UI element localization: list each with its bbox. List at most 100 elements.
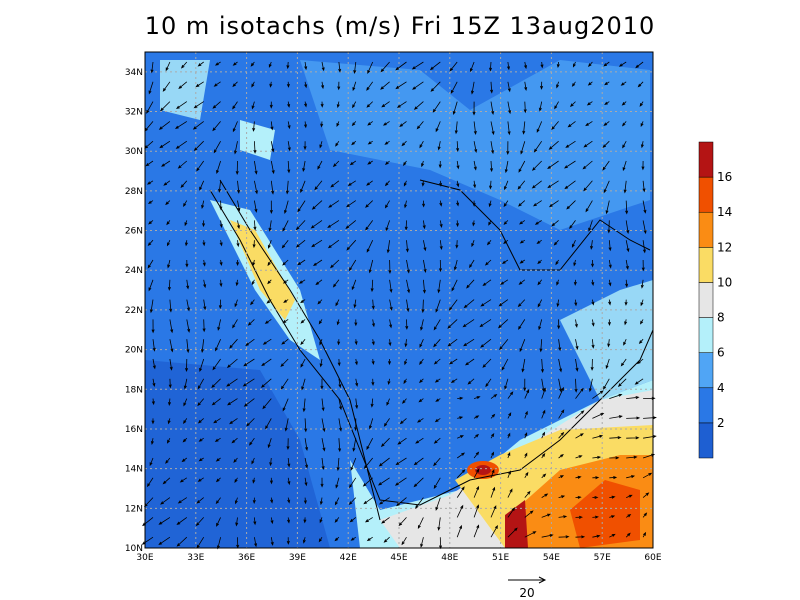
wind-arrow (473, 504, 480, 518)
map-frame (144, 51, 654, 549)
y-tick-label: 20N (125, 346, 143, 356)
wind-arrow (354, 319, 358, 327)
wind-arrow (541, 387, 546, 399)
wind-arrow (524, 61, 528, 70)
wind-arrow (635, 61, 644, 69)
wind-arrow (517, 299, 526, 308)
wind-arrow (269, 81, 273, 88)
wind-arrow (269, 457, 273, 467)
wind-arrow (470, 81, 475, 95)
wind-arrow (226, 378, 238, 387)
wind-arrow (253, 220, 257, 231)
wind-arrow (422, 200, 426, 208)
colorbar-swatch (698, 422, 714, 459)
wind-arrow (381, 517, 390, 524)
wind-arrow (503, 200, 509, 208)
wind-arrow (626, 455, 638, 459)
wind-arrow (334, 536, 340, 542)
wind-arrow (167, 279, 171, 291)
wind-arrow (366, 536, 373, 542)
colorbar-swatch (698, 211, 714, 248)
wind-arrow (641, 160, 645, 171)
wind-arrow (368, 259, 374, 274)
wind-arrow (575, 455, 583, 459)
wind-arrow (193, 140, 204, 152)
wind-arrow (300, 319, 306, 324)
wind-arrow (283, 299, 289, 303)
wind-arrow (608, 259, 612, 269)
wind-arrow (556, 81, 560, 89)
wind-arrow (609, 476, 618, 480)
wind-arrow (419, 358, 424, 365)
wind-arrow (202, 240, 206, 247)
wind-arrow (151, 398, 155, 406)
wind-arrow (507, 81, 511, 93)
wind-arrow (270, 517, 274, 525)
wind-arrow (166, 438, 171, 444)
wind-arrow (558, 475, 565, 479)
wind-arrow (388, 339, 392, 347)
wind-arrow (251, 457, 255, 465)
wind-arrow (469, 61, 475, 73)
wind-arrow (553, 239, 559, 246)
wind-arrow (346, 200, 357, 208)
wind-arrow (366, 180, 373, 186)
wind-arrow (486, 239, 492, 246)
wind-arrow (167, 418, 171, 425)
wind-arrow (504, 180, 509, 191)
wind-arrow (575, 339, 579, 350)
wind-arrow (490, 486, 496, 498)
colorbar-label: 4 (717, 381, 725, 395)
wind-arrow (541, 513, 551, 518)
wind-arrow (167, 398, 172, 406)
wind-arrow (203, 279, 207, 289)
wind-arrow (389, 279, 393, 293)
wind-arrow (287, 160, 291, 174)
wind-arrow (196, 497, 204, 504)
wind-arrow (439, 240, 443, 251)
wind-arrow (406, 259, 410, 274)
wind-arrow (482, 358, 492, 368)
colorbar-label: 2 (717, 416, 725, 430)
wind-arrow (202, 259, 206, 267)
wind-arrow (165, 200, 171, 206)
wind-arrow (268, 61, 272, 68)
wind-arrow (417, 517, 424, 530)
wind-arrow (557, 319, 561, 330)
wind-arrow (642, 200, 647, 214)
wind-arrow (264, 319, 272, 324)
wind-arrow (498, 299, 509, 307)
wind-arrow (602, 140, 610, 149)
wind-arrow (149, 457, 154, 467)
wind-arrow (320, 101, 324, 108)
wind-arrow (267, 438, 272, 449)
wind-arrow (507, 432, 511, 439)
wind-arrow (450, 81, 458, 94)
wind-arrow (192, 121, 204, 130)
wind-arrow (334, 517, 340, 523)
wind-arrow (219, 200, 223, 211)
wind-arrow (327, 239, 340, 249)
wind-arrow (354, 339, 358, 346)
wind-arrow (466, 279, 475, 289)
wind-arrow (182, 437, 188, 443)
wind-arrow (456, 200, 460, 207)
wind-arrow (284, 200, 289, 215)
wind-arrow (213, 418, 221, 424)
wind-arrow (558, 358, 563, 373)
wind-arrow (590, 240, 594, 250)
wind-arrow (433, 477, 441, 489)
wind-arrow (575, 410, 585, 419)
colorbar-swatch (698, 141, 714, 178)
wind-arrow (435, 398, 441, 402)
wind-arrow (429, 61, 441, 71)
wind-arrow (575, 475, 582, 479)
wind-arrow (227, 398, 238, 406)
wind-arrow (623, 180, 627, 194)
colorbar-swatch (698, 282, 714, 318)
wind-arrow (592, 476, 600, 480)
wind-arrow (456, 180, 460, 188)
wind-arrow (485, 378, 492, 388)
wind-arrow (473, 433, 480, 439)
wind-arrow (489, 180, 493, 190)
